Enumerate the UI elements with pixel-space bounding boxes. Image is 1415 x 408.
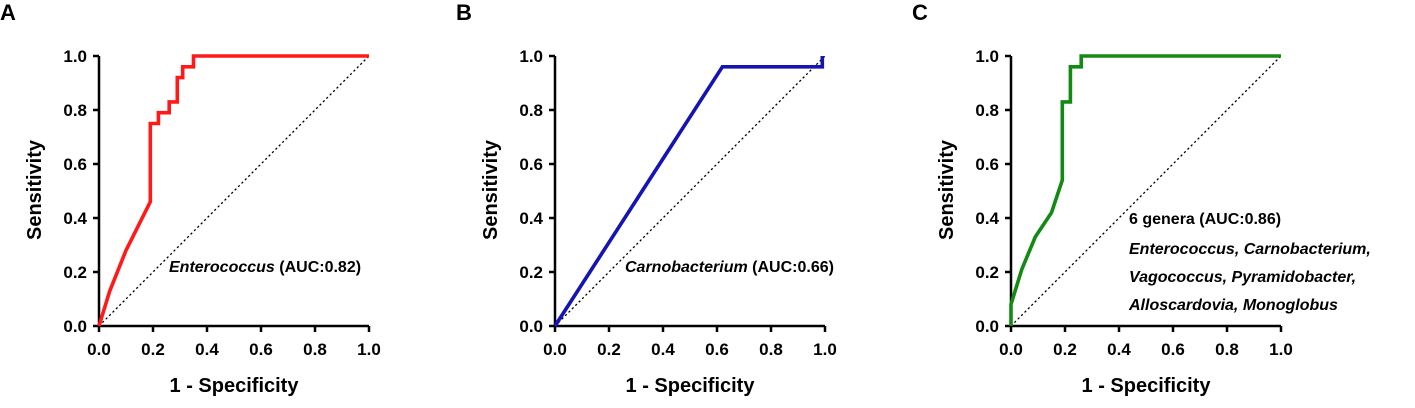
roc-panel-c: C Sensitivity 1 - Specificity 6 genera (…: [912, 0, 1371, 397]
y-tick-label: 0.0: [63, 317, 87, 336]
auc-annotation: Enterococcus (AUC:0.82): [169, 259, 361, 276]
reference-diagonal: [98, 55, 370, 327]
auc-annotation: Carnobacterium (AUC:0.66): [625, 259, 834, 276]
y-tick-label: 0.8: [519, 101, 543, 120]
y-tick-label: 0.4: [975, 209, 999, 228]
y-tick-label: 0.2: [519, 263, 543, 282]
x-tick-label: 0.0: [87, 340, 111, 359]
reference-diagonal: [1010, 55, 1282, 327]
annotation-auc: (AUC:0.82): [275, 259, 361, 276]
x-tick-label: 0.2: [141, 340, 165, 359]
annotation-auc: (AUC:0.66): [748, 259, 834, 276]
roc-curve: [1009, 54, 1281, 326]
x-axis-title: 1 - Specificity: [1082, 375, 1212, 397]
y-tick-label: 0.2: [63, 263, 87, 282]
y-tick-label: 0.8: [63, 101, 87, 120]
y-tick-label: 0.8: [975, 101, 999, 120]
panel-label: B: [456, 0, 472, 25]
x-tick-label: 0.8: [1215, 340, 1239, 359]
y-tick-label: 0.6: [975, 155, 999, 174]
y-tick-label: 0.4: [519, 209, 543, 228]
annotation-genus: Enterococcus: [169, 259, 275, 276]
x-tick-label: 0.8: [303, 340, 327, 359]
y-axis-title: Sensitivity: [936, 139, 958, 240]
reference-diagonal: [554, 55, 826, 327]
x-axis-title: 1 - Specificity: [170, 375, 300, 397]
auc-annotation-line1: 6 genera (AUC:0.86): [1129, 211, 1281, 228]
y-tick-label: 1.0: [975, 47, 999, 66]
annotation-genera-line2: Vagococcus, Pyramidobacter,: [1129, 269, 1356, 286]
y-tick-label: 1.0: [63, 47, 87, 66]
x-tick-label: 0.2: [597, 340, 621, 359]
x-tick-label: 0.4: [1107, 340, 1131, 359]
panel-label: A: [0, 0, 16, 25]
x-tick-label: 0.4: [651, 340, 675, 359]
x-tick-label: 0.0: [999, 340, 1023, 359]
roc-panel-a: A Sensitivity 1 - Specificity Enterococc…: [0, 0, 381, 397]
y-tick-label: 0.6: [63, 155, 87, 174]
annotation-genera-line3: Alloscardovia, Monoglobus: [1128, 297, 1338, 314]
x-tick-label: 0.6: [249, 340, 273, 359]
roc-curve: [97, 54, 369, 327]
roc-panel-b: B Sensitivity 1 - Specificity Carnobacte…: [456, 0, 837, 397]
x-tick-label: 0.8: [759, 340, 783, 359]
x-tick-label: 0.4: [195, 340, 219, 359]
x-tick-label: 0.2: [1053, 340, 1077, 359]
x-tick-label: 0.6: [705, 340, 729, 359]
x-tick-label: 1.0: [1269, 340, 1293, 359]
x-tick-label: 1.0: [357, 340, 381, 359]
y-tick-label: 0.0: [519, 317, 543, 336]
x-tick-label: 0.0: [543, 340, 567, 359]
y-axis-title: Sensitivity: [24, 139, 46, 240]
y-tick-label: 0.6: [519, 155, 543, 174]
y-tick-label: 0.0: [975, 317, 999, 336]
panel-label: C: [912, 0, 928, 25]
y-tick-label: 0.2: [975, 263, 999, 282]
roc-curve: [553, 56, 825, 327]
x-tick-label: 0.6: [1161, 340, 1185, 359]
x-axis-title: 1 - Specificity: [626, 375, 756, 397]
y-axis-title: Sensitivity: [480, 139, 502, 240]
annotation-genera-line1: Enterococcus, Carnobacterium,: [1129, 241, 1371, 258]
y-tick-label: 0.4: [63, 209, 87, 228]
annotation-genus: Carnobacterium: [625, 259, 748, 276]
y-tick-label: 1.0: [519, 47, 543, 66]
x-tick-label: 1.0: [813, 340, 837, 359]
